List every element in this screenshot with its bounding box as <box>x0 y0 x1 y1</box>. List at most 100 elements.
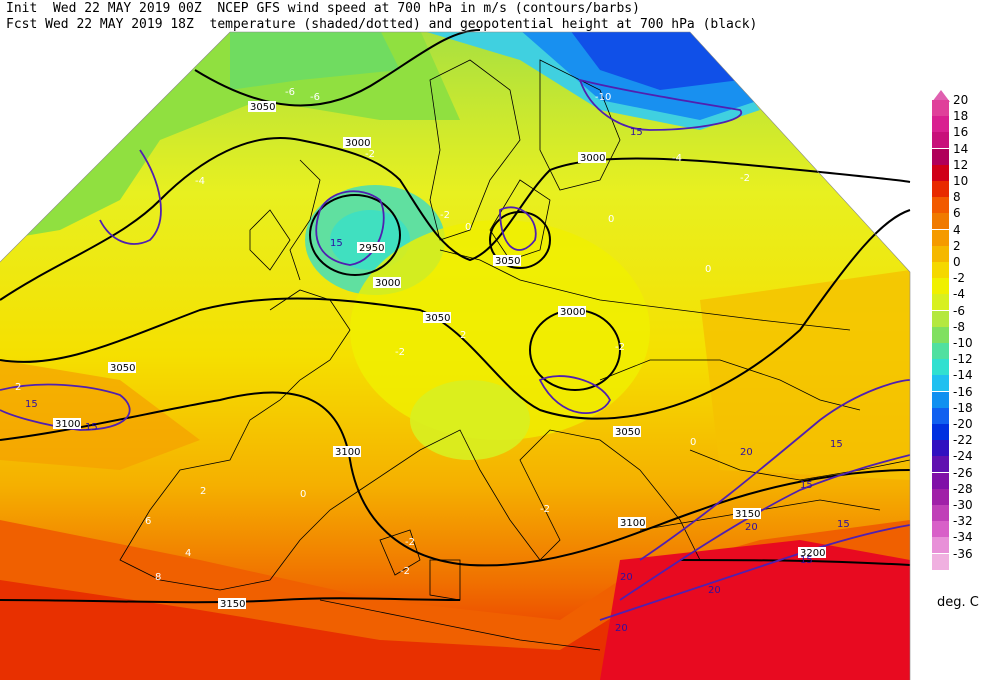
legend-swatch <box>932 310 949 327</box>
legend-swatch <box>932 294 949 311</box>
wind-label: 15 <box>800 480 813 491</box>
temp-label: 4 <box>185 548 191 559</box>
legend-label: -32 <box>953 514 973 529</box>
legend-swatch <box>932 391 949 408</box>
legend-row: -32 <box>930 514 1000 538</box>
legend-row: -20 <box>930 417 1000 440</box>
wind-label: 15 <box>800 555 813 566</box>
temp-label: -2 <box>740 173 750 184</box>
legend-row: 4 <box>930 223 1000 246</box>
legend-units: deg. C <box>937 595 979 610</box>
legend-arrow-icon <box>932 90 950 102</box>
temp-label: 6 <box>145 516 151 527</box>
height-label: 3000 <box>345 138 370 149</box>
temp-label: -2 <box>365 149 375 160</box>
wind-label: 15 <box>85 422 98 433</box>
legend-label: -20 <box>953 417 973 431</box>
height-label: 3000 <box>580 153 605 164</box>
legend-swatch <box>932 472 949 489</box>
legend-row: 8 <box>930 190 1000 214</box>
legend-swatch <box>932 197 949 214</box>
temp-label: -2 <box>615 342 625 353</box>
temp-label: 0 <box>465 222 471 233</box>
height-label: 3100 <box>335 447 360 458</box>
legend-row: -18 <box>930 401 1000 424</box>
legend-swatch <box>932 116 949 133</box>
wind-label: 15 <box>330 238 343 249</box>
temp-label: 2 <box>15 382 21 393</box>
legend-swatch <box>932 424 949 440</box>
coastlines <box>119 59 910 651</box>
map-frame <box>0 31 911 680</box>
legend-row: 14 <box>930 142 1000 165</box>
wind-label: 15 <box>630 127 643 138</box>
legend-row: 2 <box>930 239 1000 262</box>
legend-label: -34 <box>953 530 973 545</box>
temp-label: 2 <box>460 330 466 341</box>
wind-label: 15 <box>837 519 850 530</box>
legend-swatch <box>932 326 949 343</box>
temp-label: 0 <box>300 489 306 500</box>
legend-swatch <box>932 505 949 521</box>
wind-labels: 15 15 15 15 15 20 15 20 20 15 20 20 15 <box>25 127 850 634</box>
height-label: 3100 <box>620 518 645 529</box>
legend-label: 4 <box>953 222 961 237</box>
legend-swatch <box>932 132 949 149</box>
wind-label: 20 <box>615 623 628 634</box>
legend-row: 10 <box>930 174 1000 197</box>
legend-label: -12 <box>953 352 973 367</box>
legend-label: -30 <box>953 498 973 512</box>
legend-label: 12 <box>953 157 969 172</box>
temperature-labels: -6 -6 -4 -2 -2 0 -2 -2 2 0 0 2 0 -2 0 2 … <box>15 87 750 583</box>
legend-row: -4 <box>930 287 1000 311</box>
legend-row: 6 <box>930 206 1000 230</box>
height-label: 3000 <box>375 278 400 289</box>
wind-label: 15 <box>830 439 843 450</box>
legend-row: -10 <box>930 336 1000 359</box>
legend-label: -36 <box>953 546 973 561</box>
height-label: 3050 <box>250 102 275 113</box>
legend-row: -6 <box>930 304 1000 327</box>
legend-row: 0 <box>930 255 1000 278</box>
legend-swatch <box>932 375 949 392</box>
temperature-shading <box>0 32 910 680</box>
temp-label: -6 <box>285 87 295 98</box>
legend-swatch <box>932 278 949 295</box>
temp-label: 8 <box>155 572 161 583</box>
legend-label: -4 <box>953 287 965 302</box>
height-label: 3050 <box>110 363 135 374</box>
legend-swatch <box>932 100 949 116</box>
legend-row: -14 <box>930 368 1000 392</box>
legend-swatch <box>932 164 949 181</box>
temp-label: -10 <box>595 92 611 103</box>
legend-row: -12 <box>930 352 1000 376</box>
legend-row: -24 <box>930 449 1000 473</box>
temp-label: -2 <box>405 537 415 548</box>
legend-row: -34 <box>930 530 1000 554</box>
temp-label: 0 <box>705 264 711 275</box>
temp-label: -2 <box>440 210 450 221</box>
legend-label: -2 <box>953 271 965 286</box>
legend-row: 18 <box>930 109 1000 133</box>
legend-swatch <box>932 229 949 246</box>
temp-label: -4 <box>672 153 682 164</box>
legend-row: -26 <box>930 466 1000 489</box>
legend-swatch <box>932 148 949 165</box>
legend-swatch <box>932 262 949 278</box>
legend-swatch <box>932 440 949 457</box>
temp-label: 0 <box>608 214 614 225</box>
legend-label: 2 <box>953 238 961 253</box>
legend-label: -8 <box>953 319 965 334</box>
legend-label: 8 <box>953 190 961 205</box>
legend-row: 12 <box>930 158 1000 181</box>
wind-label: 20 <box>620 572 633 583</box>
legend-label: -18 <box>953 400 973 415</box>
legend-row: -8 <box>930 320 1000 343</box>
legend-swatch <box>932 537 949 554</box>
wind-contours <box>0 78 910 621</box>
legend-swatch <box>932 343 949 359</box>
legend-row: -36 <box>930 547 1000 570</box>
temp-label: -2 <box>400 566 410 577</box>
legend-label: -6 <box>953 303 965 318</box>
